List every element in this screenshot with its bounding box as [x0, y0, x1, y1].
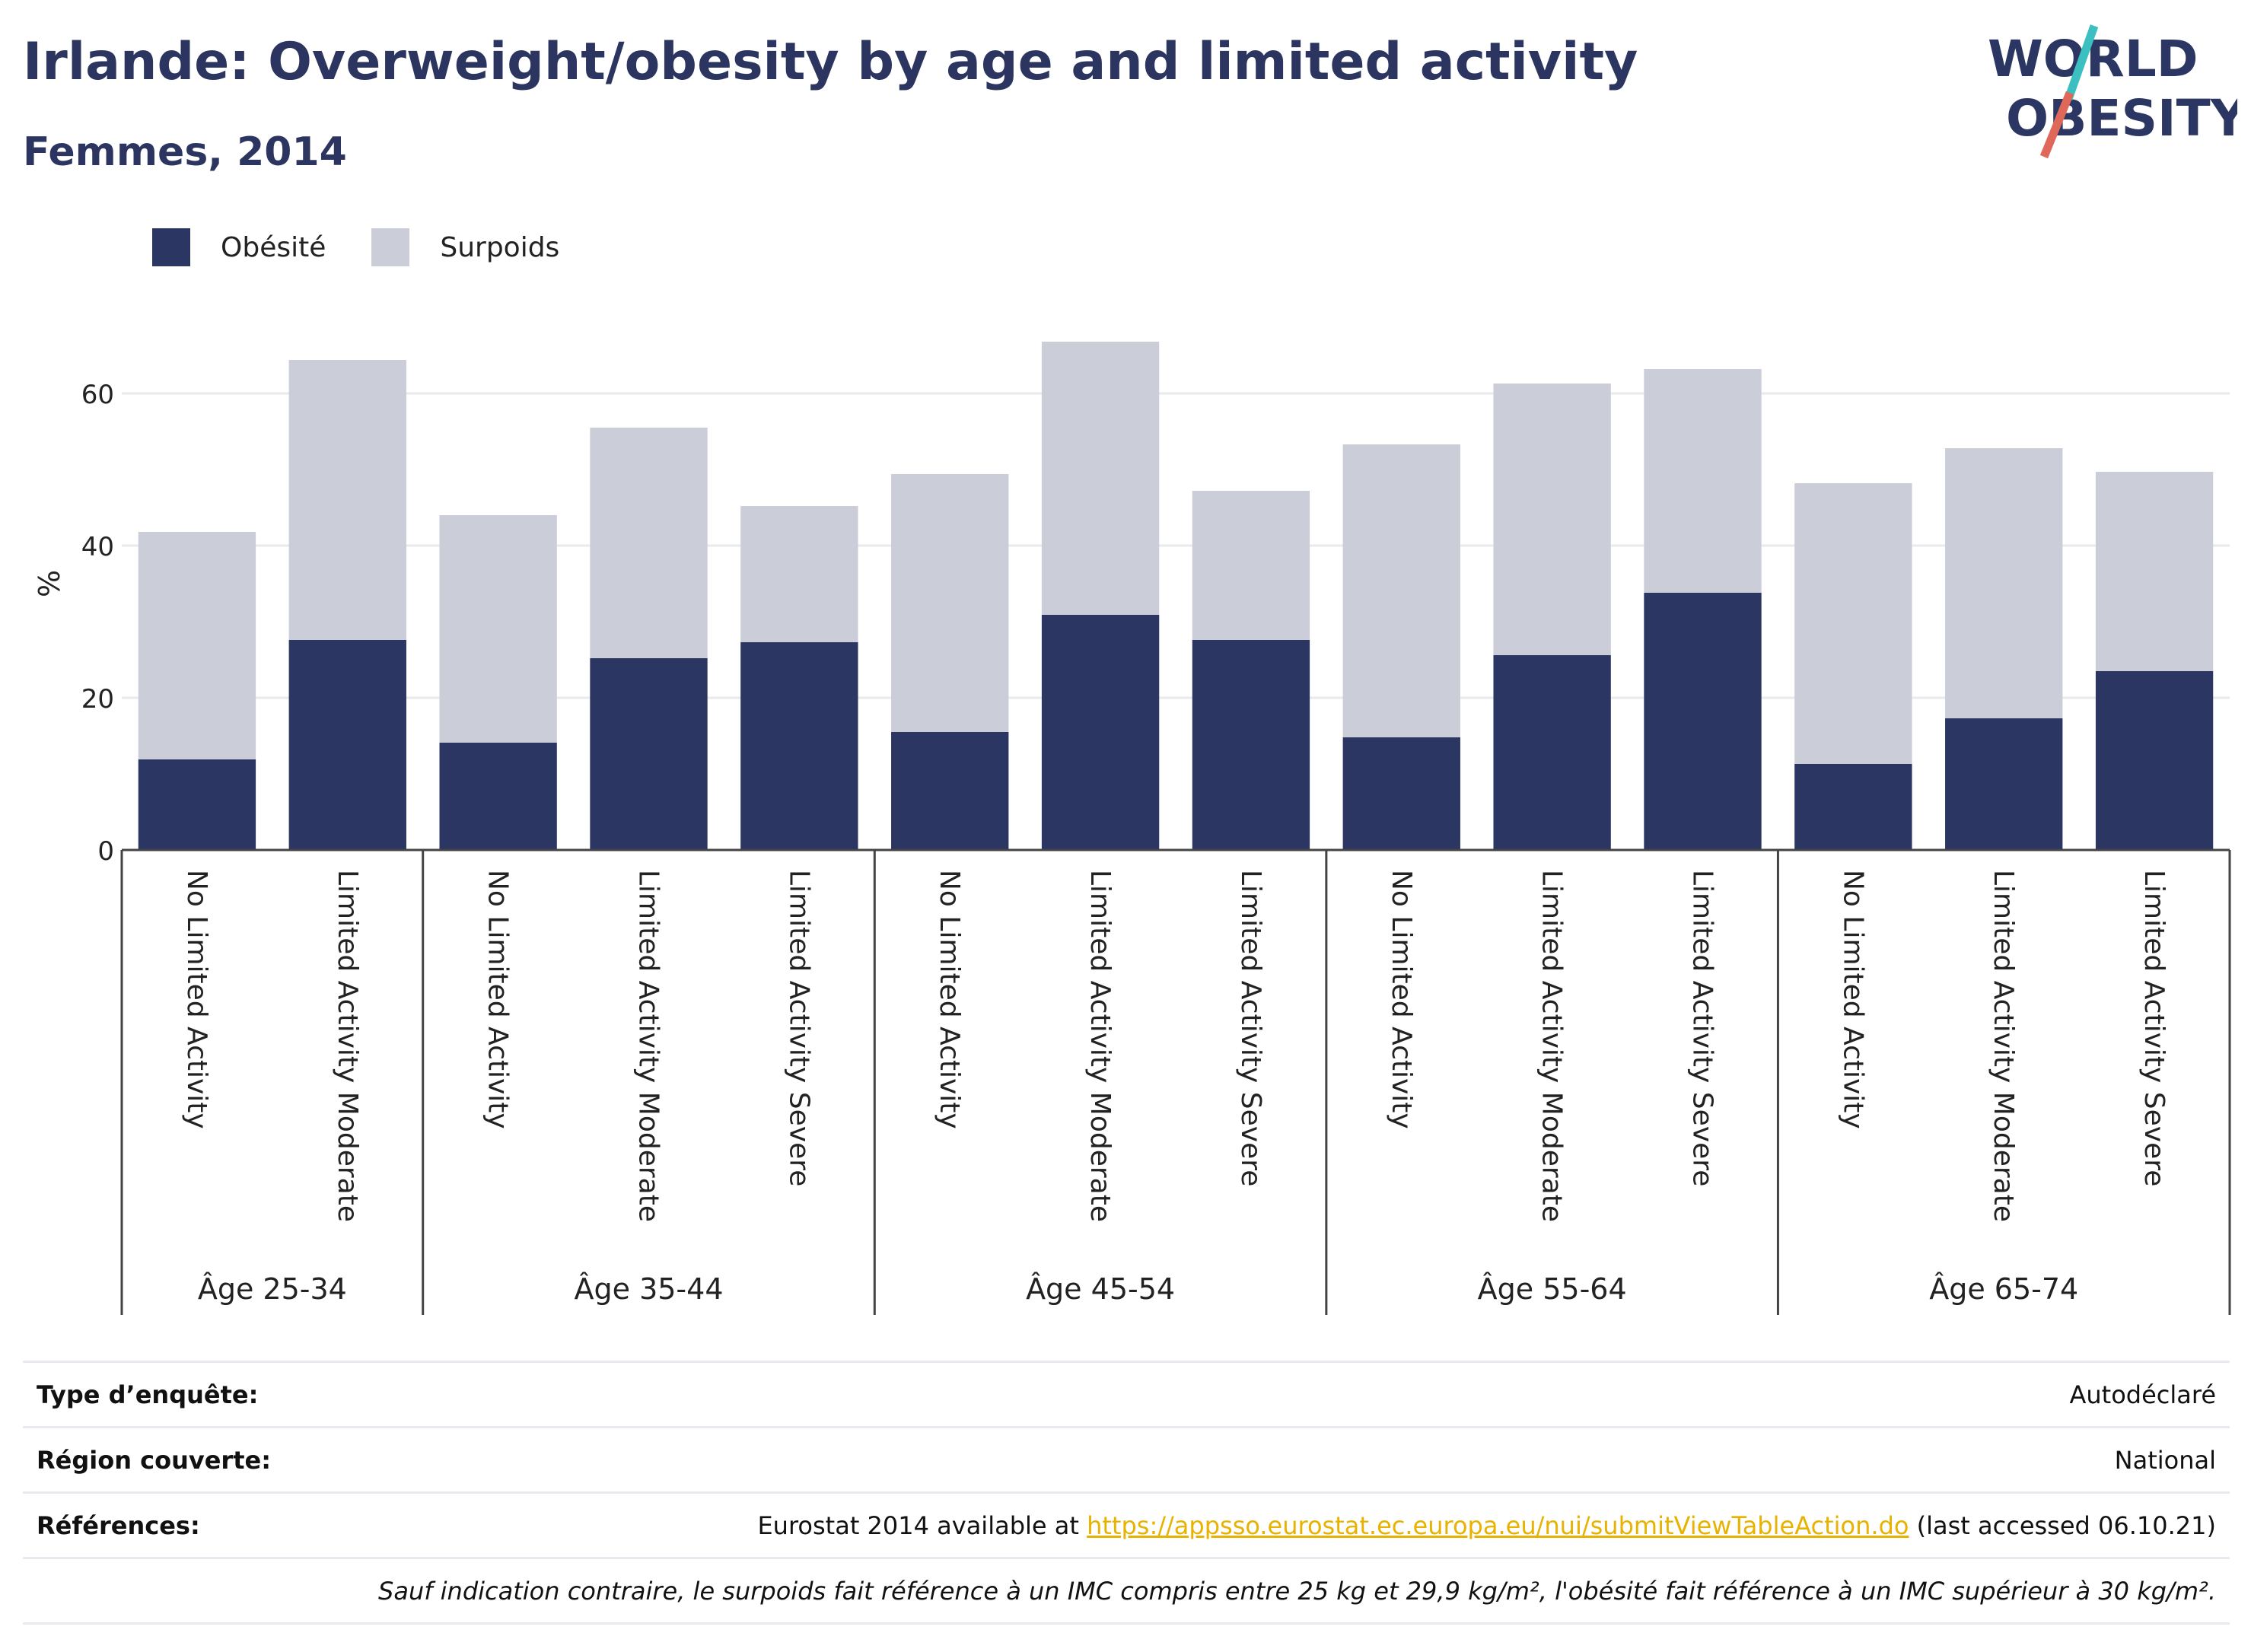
- bar-overweight: [1493, 384, 1611, 655]
- references-suffix: (last accessed 06.10.21): [1909, 1510, 2216, 1540]
- bmi-note: Sauf indication contraire, le surpoids f…: [378, 1576, 2216, 1606]
- bar-obesity: [439, 743, 557, 850]
- bar-overweight: [1794, 483, 1912, 764]
- group-label: Âge 35-44: [575, 1272, 724, 1306]
- bar-overweight: [590, 428, 708, 658]
- bar-overweight: [1041, 342, 1160, 615]
- bar-overweight: [1644, 369, 1762, 593]
- bar-obesity: [1794, 764, 1912, 850]
- survey-type-value: Autodéclaré: [2069, 1380, 2216, 1409]
- legend-item-obesity[interactable]: Obésité: [152, 228, 326, 266]
- logo-text-obesity: OBESITY: [2006, 89, 2237, 148]
- bar-obesity: [1041, 615, 1160, 850]
- y-tick-label: 0: [97, 836, 114, 867]
- legend-swatch-obesity: [152, 228, 190, 266]
- x-tick-label: Limited Activity Moderate: [332, 870, 363, 1222]
- bar-overweight: [138, 532, 256, 759]
- logo-slash-teal: [2064, 24, 2099, 100]
- row-references: Références: Eurostat 2014 available at h…: [23, 1491, 2230, 1557]
- y-tick-label: 60: [81, 380, 114, 410]
- survey-type-label: Type d’enquête:: [37, 1380, 259, 1409]
- stacked-bar-chart: 0 20 40 60% No Limited Activity Limited Activ…: [33, 342, 2231, 1315]
- legend-item-overweight[interactable]: Surpoids: [371, 228, 559, 266]
- x-tick-label: Limited Activity Moderate: [633, 870, 664, 1222]
- bar-overweight: [1192, 491, 1310, 640]
- legend-label-overweight: Surpoids: [440, 231, 560, 263]
- world-obesity-logo: WORLD OBESITY: [1988, 24, 2237, 159]
- row-region: Région couverte: National: [23, 1426, 2230, 1491]
- bar-obesity: [891, 732, 1009, 850]
- bar-overweight: [288, 360, 406, 640]
- chart-subtitle: Femmes, 2014: [23, 129, 347, 175]
- x-tick-label: Limited Activity Moderate: [1988, 870, 2019, 1222]
- group-label: Âge 25-34: [198, 1272, 347, 1306]
- legend: Obésité Surpoids: [152, 224, 605, 270]
- bar-obesity: [288, 640, 406, 850]
- bar-overweight: [439, 515, 557, 743]
- region-value: National: [2114, 1445, 2216, 1475]
- bar-obesity: [2095, 671, 2214, 850]
- chart-title: Irlande: Overweight/obesity by age and l…: [23, 32, 1638, 92]
- references-link[interactable]: https://appsso.eurostat.ec.europa.eu/nui…: [1087, 1510, 1909, 1540]
- references-label: Références:: [37, 1510, 200, 1540]
- x-tick-label: Limited Activity Severe: [2138, 870, 2170, 1186]
- group-label: Âge 65-74: [1929, 1272, 2078, 1306]
- bar-obesity: [740, 642, 858, 850]
- bar-obesity: [1644, 593, 1762, 850]
- x-tick-label: No Limited Activity: [181, 870, 212, 1129]
- bar-obesity: [1342, 737, 1460, 850]
- group-label: Âge 55-64: [1478, 1272, 1627, 1306]
- bar-obesity: [1945, 718, 2063, 850]
- info-table: Type d’enquête: Autodéclaré Région couve…: [23, 1361, 2230, 1625]
- x-tick-label: No Limited Activity: [1837, 870, 1868, 1129]
- bar-overweight: [740, 506, 858, 642]
- legend-swatch-overweight: [371, 228, 410, 266]
- x-tick-label: No Limited Activity: [934, 870, 965, 1129]
- bar-overweight: [1945, 448, 2063, 718]
- bar-overweight: [2095, 472, 2214, 671]
- logo-slash-red: [2039, 91, 2074, 159]
- bar-obesity: [138, 759, 256, 850]
- x-tick-label: No Limited Activity: [482, 870, 514, 1129]
- x-tick-label: Limited Activity Severe: [1687, 870, 1718, 1186]
- bar-overweight: [1342, 444, 1460, 737]
- x-tick-label: No Limited Activity: [1386, 870, 1417, 1129]
- y-tick-label: 40: [81, 532, 114, 562]
- references-value: Eurostat 2014 available at https://appss…: [757, 1511, 2216, 1540]
- group-label: Âge 45-54: [1026, 1272, 1175, 1306]
- bar-obesity: [1493, 655, 1611, 850]
- row-note: Sauf indication contraire, le surpoids f…: [23, 1557, 2230, 1625]
- x-tick-label: Limited Activity Moderate: [1536, 870, 1568, 1222]
- row-survey-type: Type d’enquête: Autodéclaré: [23, 1361, 2230, 1426]
- y-axis-label: %: [33, 570, 66, 597]
- bar-overweight: [891, 474, 1009, 732]
- bar-obesity: [590, 658, 708, 850]
- region-label: Région couverte:: [37, 1445, 271, 1475]
- bar-obesity: [1192, 640, 1310, 850]
- references-prefix: Eurostat 2014 available at: [757, 1510, 1087, 1540]
- x-tick-label: Limited Activity Severe: [783, 870, 814, 1186]
- legend-label-obesity: Obésité: [221, 231, 326, 263]
- y-tick-label: 20: [81, 684, 114, 715]
- x-tick-label: Limited Activity Moderate: [1084, 870, 1116, 1222]
- x-tick-label: Limited Activity Severe: [1235, 870, 1266, 1186]
